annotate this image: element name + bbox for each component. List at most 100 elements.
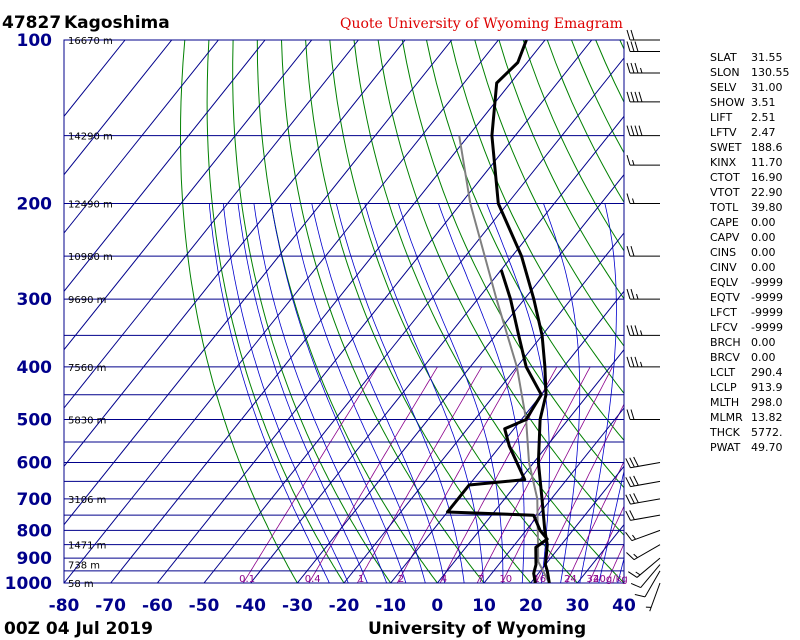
wind-barb-staff <box>630 498 661 505</box>
index-value: 49.70 <box>751 441 783 454</box>
index-row: LCLP 913.9 <box>710 380 800 395</box>
moist-adiabat-line <box>289 203 426 583</box>
wind-barb-flag <box>634 41 639 52</box>
index-name: CINV <box>710 261 737 274</box>
wind-barb-flag <box>626 154 631 166</box>
height-label: 738 m <box>68 561 100 572</box>
temperature-tick-label: -30 <box>282 596 313 616</box>
index-row: LFCT -9999 <box>710 305 800 320</box>
wind-barb-flag <box>628 571 638 578</box>
wind-barb-flag <box>634 91 639 103</box>
index-name: BRCV <box>710 351 740 364</box>
wind-barb-flag <box>633 456 639 467</box>
wind-barb-flag <box>630 409 635 420</box>
index-value: 31.55 <box>751 51 783 64</box>
index-name: LCLT <box>710 366 736 379</box>
isotherm-line <box>64 40 499 583</box>
index-row: SHOW 3.51 <box>710 95 800 110</box>
isotherm-line <box>64 40 453 526</box>
wind-barb <box>630 564 661 589</box>
index-row: SWET 188.6 <box>710 140 800 155</box>
wind-barb-staff <box>633 544 661 561</box>
wind-barb-flag <box>630 62 635 74</box>
temperature-line <box>490 40 551 583</box>
wind-barb-flag <box>629 493 635 504</box>
index-name: LCLP <box>710 381 737 394</box>
index-value: 2.47 <box>751 126 776 139</box>
index-row: MLTH 298.0 <box>710 395 800 410</box>
mixing-ratio-line <box>242 366 378 583</box>
pressure-tick-label: 600 <box>17 454 53 474</box>
index-name: MLMR <box>710 411 743 424</box>
wind-barb-half-flag <box>633 553 638 559</box>
index-name: KINX <box>710 156 737 169</box>
sounding-profiles <box>446 40 551 583</box>
wind-barb-flag <box>626 552 635 561</box>
mixing-ratio-line <box>588 505 624 583</box>
isotherm-line <box>64 40 266 293</box>
wind-barb <box>626 325 660 336</box>
index-value: 39.80 <box>751 201 783 214</box>
index-value: 3.51 <box>751 96 776 109</box>
dry-adiabat-line <box>450 40 624 395</box>
index-row: CINV 0.00 <box>710 260 800 275</box>
dry-adiabat-line <box>498 40 624 300</box>
wind-barb-flag <box>626 288 631 300</box>
index-name: SLON <box>710 66 740 79</box>
index-row: THCK 5772. <box>710 425 800 440</box>
index-value: 0.00 <box>751 261 776 274</box>
wind-barb-flag <box>638 125 643 136</box>
index-name: SELV <box>710 81 737 94</box>
wind-barb-flag <box>626 29 631 41</box>
wind-barb-flag <box>629 457 635 468</box>
height-label: 1471 m <box>68 541 106 552</box>
isotherm-line <box>343 232 624 583</box>
dry-adiabat-line <box>256 40 438 583</box>
wind-barb <box>628 557 661 578</box>
temperature-tick-label: 40 <box>612 596 636 616</box>
moist-adiabat-line <box>253 203 388 583</box>
wind-barb-flag <box>630 288 635 300</box>
pressure-tick-label: 200 <box>17 194 53 214</box>
index-value: 5772. <box>751 426 783 439</box>
wind-barb-flag <box>630 29 635 41</box>
index-value: 913.9 <box>751 381 783 394</box>
index-name: EQLV <box>710 276 739 289</box>
isotherm-line <box>64 40 313 351</box>
wind-barb-flag <box>626 325 631 336</box>
pressure-tick-label: 900 <box>17 549 53 569</box>
index-value: 31.00 <box>751 81 783 94</box>
moist-adiabat-line <box>364 203 484 583</box>
isotherm-line <box>156 40 593 583</box>
moist-adiabat-line <box>579 203 617 583</box>
moist-adiabat-line <box>438 203 525 583</box>
wind-barb-flag <box>626 62 631 74</box>
index-value: 0.00 <box>751 231 776 244</box>
wind-barb-flag <box>634 593 646 598</box>
pressure-tick-label: 100 <box>17 31 53 51</box>
wind-barb-flag <box>638 91 643 103</box>
isotherm-line <box>436 348 624 583</box>
source-quote: Quote University of Wyoming Emagram <box>340 16 623 32</box>
grid-lines <box>64 40 624 583</box>
mixing-ratio-line <box>396 366 519 583</box>
mixing-ratio-label: 32 <box>586 574 599 585</box>
index-name: CTOT <box>710 171 740 184</box>
index-name: SHOW <box>710 96 745 109</box>
wind-barb-flag <box>629 476 635 487</box>
height-label: 7560 m <box>68 363 106 374</box>
wind-barb-half-flag <box>640 330 643 336</box>
index-name: PWAT <box>710 441 741 454</box>
dry-adiabat-line <box>377 40 624 536</box>
mixing-ratio-label: 0.4 <box>305 574 321 585</box>
wind-barb-staff <box>644 570 661 598</box>
pressure-tick-label: 800 <box>17 521 53 541</box>
pressure-tick-label: 700 <box>17 490 53 510</box>
index-name: CAPV <box>710 231 740 244</box>
isotherm-line <box>530 465 624 583</box>
wind-barb-staff <box>649 582 661 612</box>
index-row: LFCV -9999 <box>710 320 800 335</box>
index-name: CAPE <box>710 216 739 229</box>
temperature-tick-label: -50 <box>189 596 220 616</box>
